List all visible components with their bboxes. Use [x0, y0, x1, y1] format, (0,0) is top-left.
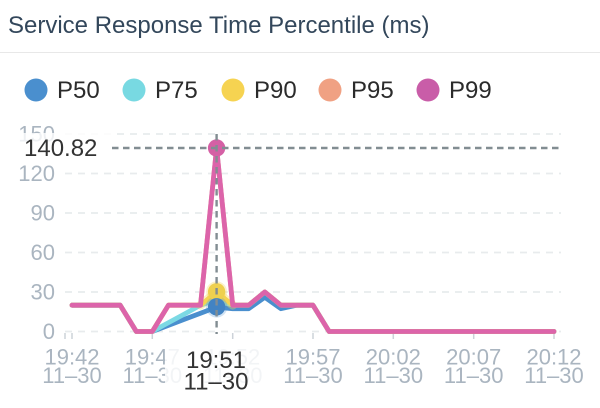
- svg-text:Service Response Time Percenti: Service Response Time Percentile (ms): [8, 12, 429, 39]
- svg-text:20:02: 20:02: [366, 345, 421, 370]
- svg-text:11–30: 11–30: [364, 363, 424, 388]
- svg-text:19:57: 19:57: [285, 345, 340, 370]
- svg-text:140.82: 140.82: [24, 135, 97, 162]
- svg-text:0: 0: [43, 319, 55, 344]
- svg-text:20:07: 20:07: [446, 345, 501, 370]
- svg-text:11–30: 11–30: [184, 369, 249, 396]
- svg-text:11–30: 11–30: [444, 363, 504, 388]
- svg-text:90: 90: [31, 201, 55, 226]
- svg-text:120: 120: [18, 161, 55, 186]
- svg-text:19:42: 19:42: [44, 345, 99, 370]
- svg-text:19:51: 19:51: [186, 347, 246, 374]
- svg-text:P50: P50: [57, 77, 100, 104]
- svg-text:60: 60: [31, 240, 55, 265]
- svg-text:P90: P90: [254, 77, 297, 104]
- svg-text:11–30: 11–30: [283, 363, 343, 388]
- svg-text:P99: P99: [449, 77, 492, 104]
- svg-text:P95: P95: [351, 77, 394, 104]
- svg-text:11–30: 11–30: [524, 363, 584, 388]
- svg-text:20:12: 20:12: [526, 345, 581, 370]
- svg-text:30: 30: [31, 280, 55, 305]
- svg-text:11–30: 11–30: [42, 363, 102, 388]
- svg-text:P75: P75: [155, 77, 198, 104]
